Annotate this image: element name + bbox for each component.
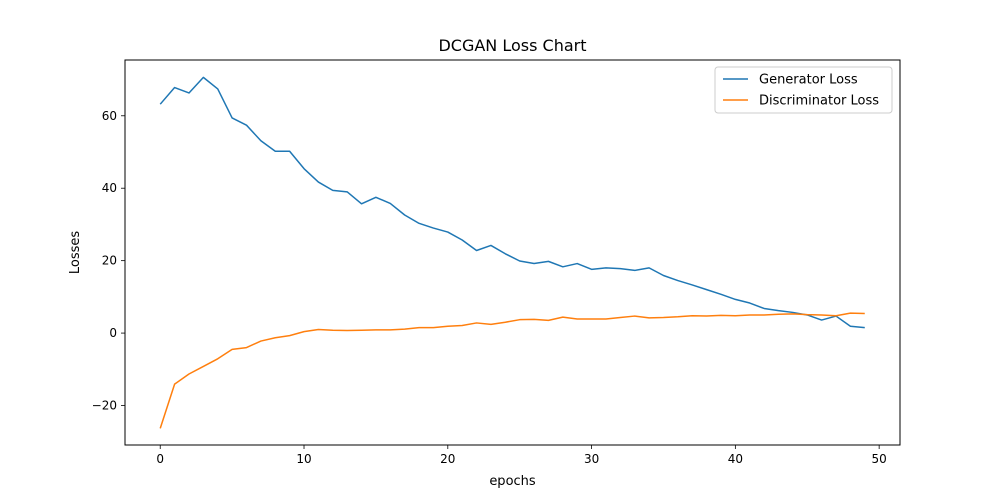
y-tick-label-1: 0 [109,326,117,340]
x-tick-label-1: 10 [296,452,311,466]
y-tick-label-4: 60 [102,109,117,123]
x-axis-label: epochs [489,474,536,489]
y-axis: −20 0 20 40 60 [92,109,125,413]
y-axis-label: Losses [68,231,83,275]
plot-frame [124,59,901,446]
legend-label-1: Discriminator Loss [759,94,879,109]
series-line-0 [159,76,865,329]
y-tick-label-0: −20 [92,399,117,413]
chart-title: DCGAN Loss Chart [438,36,586,55]
y-tick-label-2: 20 [102,254,117,268]
x-tick-label-4: 40 [728,452,743,466]
plot-area [159,76,865,429]
series-line-1 [159,312,865,429]
x-tick-label-2: 20 [440,452,455,466]
x-tick-label-5: 50 [872,452,887,466]
x-tick-label-0: 0 [156,452,164,466]
legend: Generator Loss Discriminator Loss [714,66,893,114]
x-axis: 0 10 20 30 40 50 [156,445,887,466]
legend-box [714,66,893,114]
x-tick-label-3: 30 [584,452,599,466]
y-tick-label-3: 40 [102,181,117,195]
legend-label-0: Generator Loss [759,73,858,88]
